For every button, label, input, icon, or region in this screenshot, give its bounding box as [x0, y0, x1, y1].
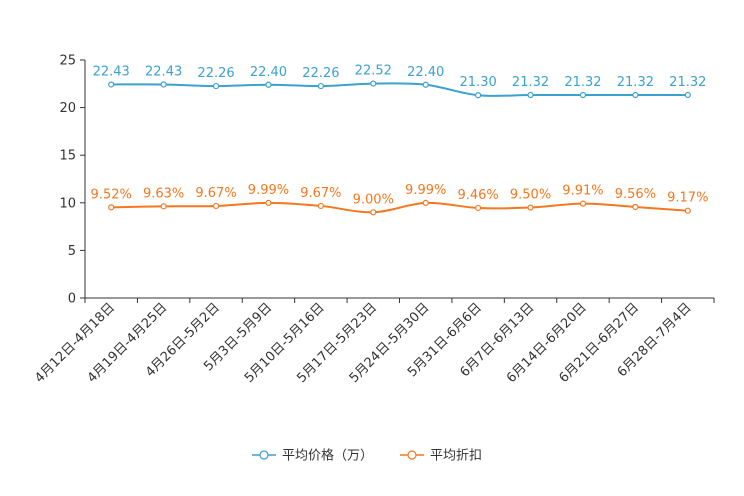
data-label: 9.67%: [300, 186, 341, 201]
data-point[interactable]: [317, 82, 324, 90]
data-label: 21.32: [669, 75, 706, 90]
data-point[interactable]: [632, 203, 639, 211]
legend-item-2[interactable]: 平均折扣: [400, 449, 482, 464]
y-tick-label: 25: [59, 54, 76, 69]
data-label: 22.40: [250, 65, 287, 80]
y-tick-label: 0: [68, 292, 76, 307]
data-point[interactable]: [370, 209, 377, 216]
data-labels-layer: 22.43 22.43 22.26 22.40 22.26 22.52 22.40 21.30…: [91, 64, 709, 208]
data-label: 22.26: [302, 66, 339, 81]
data-label: 21.30: [460, 75, 497, 90]
series-layer: [108, 80, 691, 216]
data-point[interactable]: [422, 199, 429, 206]
data-label: 22.43: [93, 64, 130, 79]
data-point[interactable]: [265, 81, 272, 88]
data-point[interactable]: [422, 81, 429, 88]
data-label: 9.46%: [457, 188, 498, 203]
data-label: 22.52: [355, 64, 392, 79]
data-label: 9.63%: [143, 186, 184, 201]
data-point[interactable]: [108, 81, 115, 88]
y-tick-label: 20: [59, 101, 76, 116]
data-label: 9.56%: [615, 187, 656, 202]
data-point[interactable]: [475, 204, 482, 212]
legend-marker-icon: [259, 450, 269, 460]
data-label: 9.52%: [91, 187, 132, 202]
data-label: 22.26: [197, 66, 234, 81]
data-point[interactable]: [527, 204, 534, 211]
legend-label: 平均价格（万）: [282, 448, 373, 464]
data-point[interactable]: [684, 207, 691, 214]
data-label: 9.99%: [248, 183, 289, 198]
data-point[interactable]: [265, 199, 272, 206]
data-point[interactable]: [317, 202, 324, 210]
data-point[interactable]: [160, 203, 167, 210]
y-tick-label: 5: [68, 244, 76, 259]
axes-layer: 05101520254月12日-4月18日4月19日-4月25日4月26日-5月…: [32, 54, 715, 386]
data-label: 9.17%: [667, 191, 708, 206]
data-label: 9.99%: [405, 183, 446, 198]
data-label: 9.91%: [562, 184, 603, 199]
data-label: 21.32: [617, 75, 654, 90]
data-point[interactable]: [527, 91, 534, 99]
data-label: 22.40: [407, 65, 444, 80]
data-point[interactable]: [212, 202, 220, 210]
data-point[interactable]: [370, 80, 377, 87]
legend-marker-icon: [407, 450, 417, 460]
data-point[interactable]: [632, 91, 639, 99]
legend-item-1[interactable]: 平均价格（万）: [252, 448, 373, 464]
series-line-2: [111, 201, 688, 214]
data-label: 9.50%: [510, 188, 551, 203]
y-tick-label: 15: [59, 149, 76, 164]
data-point[interactable]: [160, 81, 167, 88]
data-label: 9.00%: [353, 192, 394, 207]
data-label: 22.43: [145, 64, 182, 79]
data-label: 21.32: [564, 75, 601, 90]
data-point[interactable]: [579, 91, 587, 99]
data-point[interactable]: [108, 204, 115, 211]
data-point[interactable]: [579, 200, 587, 207]
data-point[interactable]: [475, 92, 482, 99]
data-label: 21.32: [512, 75, 549, 90]
data-point[interactable]: [212, 82, 220, 90]
legend-label: 平均折扣: [430, 449, 482, 464]
data-label: 9.67%: [195, 186, 236, 201]
legend[interactable]: 平均价格（万） 平均折扣: [252, 448, 482, 464]
data-point[interactable]: [684, 91, 691, 99]
series-line-1: [111, 82, 688, 97]
y-tick-label: 10: [59, 196, 76, 211]
